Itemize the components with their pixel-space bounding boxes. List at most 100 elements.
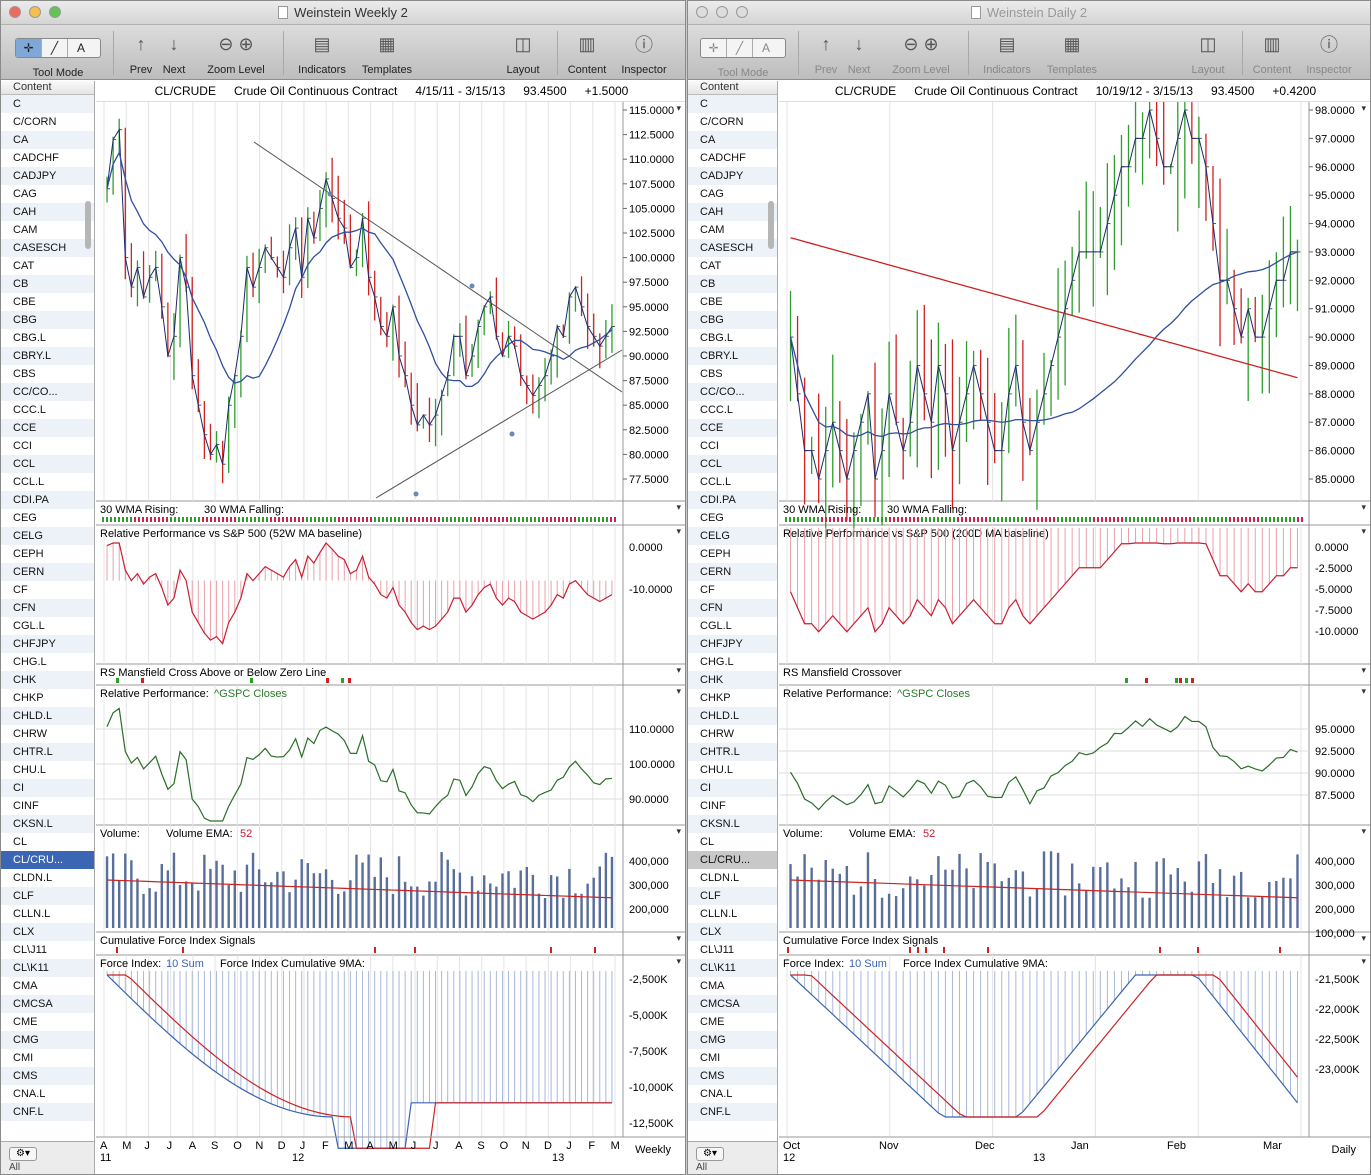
symbol-list-item[interactable]: CHLD.L [1,707,94,725]
indicators-button[interactable]: ▤ Indicators [291,29,353,77]
tool-mode-control[interactable]: ✛ ╱ A Tool Mode [700,29,786,79]
symbol-list-item[interactable]: CA [688,131,777,149]
symbol-list-item[interactable]: C/CORN [13,116,57,128]
symbol-list-item[interactable]: CCL.L [700,476,732,488]
symbol-list-item[interactable]: CF [13,584,28,596]
symbol-list-item[interactable]: CL/CRU... [688,851,777,869]
tool-mode-control[interactable]: ✛ ╱ A Tool Mode [15,29,101,79]
title-bar[interactable]: Weinstein Weekly 2 [1,1,685,25]
symbol-list-item[interactable]: CLDN.L [700,872,740,884]
symbol-list-item[interactable]: CNA.L [13,1088,46,1100]
inspector-button[interactable]: ⓘ Inspector [1300,29,1358,76]
crosshair-icon[interactable]: ✛ [701,39,727,57]
symbol-list-item[interactable]: CBS [700,368,723,380]
symbol-list-item[interactable]: CELG [688,527,777,545]
title-bar[interactable]: Weinstein Daily 2 [688,1,1370,25]
symbol-list-item[interactable]: CEPH [700,548,731,560]
symbol-list-item[interactable]: CMA [13,980,38,992]
symbol-list-item[interactable]: CADJPY [688,167,777,185]
symbol-list-item[interactable]: CHRW [700,728,735,740]
symbol-list-item[interactable]: CHG.L [700,656,734,668]
line-tool-icon[interactable]: ╱ [42,39,68,57]
symbol-list-item[interactable]: CDI.PA [688,491,777,509]
symbol-list-item[interactable]: CEG [13,512,37,524]
symbol-list-item[interactable]: CI [1,779,94,797]
prev-button[interactable]: ↑ Prev [125,29,157,77]
symbol-list-item[interactable]: CFN [1,599,94,617]
symbol-list-item[interactable]: CLDN.L [13,872,53,884]
symbol-list-item[interactable]: C/CORN [700,116,744,128]
symbol-list-item[interactable]: CMCSA [688,995,777,1013]
symbol-list-item[interactable]: CAM [13,224,38,236]
symbol-list-item[interactable]: CELG [1,527,94,545]
symbol-list-item[interactable]: CAT [13,260,35,272]
symbol-list-item[interactable]: CAH [688,203,777,221]
symbol-list-item[interactable]: CA [1,131,94,149]
symbol-list-item[interactable]: CHTR.L [1,743,94,761]
chart-area[interactable]: CL/CRUDE Crude Oil Continuous Contract 1… [779,50,1371,1175]
symbol-list-item[interactable]: CINF [13,800,39,812]
gear-icon[interactable]: ⚙▾ [9,1147,37,1161]
line-tool-icon[interactable]: ╱ [727,39,753,57]
zoom-level-control[interactable]: ⊖ ⊕ Zoom Level [886,29,956,77]
symbol-list-item[interactable]: CADJPY [1,167,94,185]
symbol-list-item[interactable]: CLLN.L [700,908,738,920]
symbol-list-item[interactable]: CGL.L [700,620,732,632]
next-button[interactable]: ↓ Next [157,29,191,77]
symbol-list-item[interactable]: CI [688,779,777,797]
symbol-list-item[interactable]: CBRY.L [688,347,777,365]
close-button[interactable] [9,6,21,18]
layout-button[interactable]: ◫ Layout [497,29,549,77]
symbol-list-item[interactable]: CKSN.L [688,815,777,833]
symbol-list-item[interactable]: CCC.L [700,404,734,416]
text-tool-icon[interactable]: A [76,41,85,55]
symbol-list-item[interactable]: CHG.L [13,656,47,668]
symbol-list-item[interactable]: CNF.L [1,1103,94,1121]
symbol-list-item[interactable]: CME [13,1016,38,1028]
symbol-list-item[interactable]: CBG [1,311,94,329]
symbol-list-item[interactable]: CBG.L [13,332,47,344]
content-button[interactable]: ▥ Content [563,29,611,77]
daily-chart-svg[interactable]: ▾ ▾ ▾ ▾ ▾ ▾ ▾ ▾ 98.0000 97.0000 96.0000 95.0000 94.0… [779,50,1371,1175]
symbol-list-item[interactable]: CHU.L [700,764,734,776]
symbol-list-item[interactable]: CNF.L [688,1103,777,1121]
crosshair-icon[interactable]: ✛ [16,39,42,57]
text-tool-icon[interactable]: A [761,41,770,55]
symbol-list-item[interactable]: CCI [13,440,32,452]
symbol-list-item[interactable]: CEG [700,512,724,524]
symbol-list-item[interactable]: CAG [13,188,37,200]
symbol-list-item[interactable]: CCL [1,455,94,473]
symbol-list-item[interactable]: CCE [688,419,777,437]
symbol-list-item[interactable]: CBE [700,296,723,308]
symbol-list-item[interactable]: CCI [700,440,719,452]
symbol-list-item[interactable]: CEPH [13,548,44,560]
symbol-list-item[interactable]: CLLN.L [13,908,51,920]
symbol-list-item[interactable]: CL/CRU... [1,851,94,869]
symbol-list-item[interactable]: CHKP [700,692,731,704]
symbol-list-item[interactable]: CBG.L [700,332,734,344]
symbol-list-item[interactable]: CBE [13,296,36,308]
symbol-list-item[interactable]: CMCSA [1,995,94,1013]
symbol-list-item[interactable]: CFN [688,599,777,617]
symbol-list-item[interactable]: CERN [1,563,94,581]
zoom-button[interactable] [49,6,61,18]
symbol-list-item[interactable]: CMI [13,1052,34,1064]
symbol-list-item[interactable]: CADCHF [13,152,59,164]
symbol-list-item[interactable]: CL\J11 [700,944,735,956]
symbol-list-item[interactable]: CLX [688,923,777,941]
symbol-list-item[interactable]: CERN [688,563,777,581]
symbol-list-item[interactable]: CHKP [13,692,44,704]
symbol-list-item[interactable]: CAH [1,203,94,221]
symbol-list-item[interactable]: CL [700,836,715,848]
symbol-list-item[interactable]: CL\K11 [688,959,777,977]
minimize-button[interactable] [29,6,41,18]
symbol-list-item[interactable]: CMI [700,1052,721,1064]
templates-button[interactable]: ▦ Templates [355,29,419,77]
gear-icon[interactable]: ⚙▾ [696,1147,724,1161]
symbol-list-item[interactable]: CLX [1,923,94,941]
symbol-list-item[interactable]: CB [1,275,94,293]
symbol-list-item[interactable]: CHLD.L [688,707,777,725]
symbol-list-item[interactable]: CBRY.L [1,347,94,365]
symbol-list-item[interactable]: CNA.L [700,1088,733,1100]
symbol-list-item[interactable]: CL [13,836,28,848]
